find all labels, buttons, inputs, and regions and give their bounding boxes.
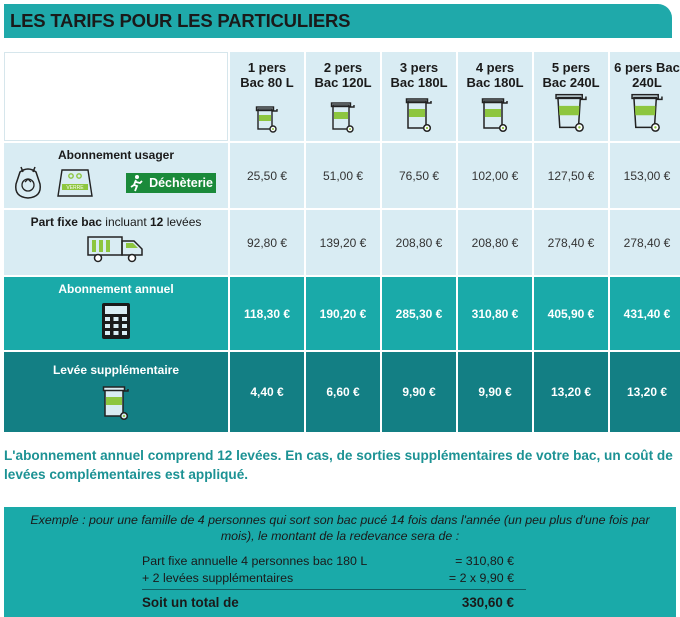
price-cell: 9,90 €	[382, 352, 456, 432]
example-line-label: Part fixe annuelle 4 personnes bac 180 L	[142, 554, 368, 568]
price-cell: 92,80 €	[230, 210, 304, 275]
column-header-line1: 2 pers	[323, 60, 363, 75]
pricing-table: 1 pers Bac 80 L 2 pers Bac 120L 3 pers B…	[4, 52, 680, 432]
price-cell: 25,50 €	[230, 143, 304, 208]
price-cell: 139,20 €	[306, 210, 380, 275]
column-header-line2: Bac 180L	[390, 75, 448, 90]
glass-container-icon: VERRE	[57, 169, 93, 197]
bin-icon	[405, 98, 432, 133]
column-header-line2: Bac 240L	[542, 75, 600, 90]
bin-icon	[481, 98, 508, 133]
example-intro: Exemple : pour une famille de 4 personne…	[30, 513, 650, 543]
bin-icon	[555, 93, 587, 132]
bin-icon	[255, 106, 278, 133]
page-title: LES TARIFS POUR LES PARTICULIERS	[4, 4, 672, 38]
price-cell: 278,40 €	[610, 210, 680, 275]
example-total-label: Soit un total de	[142, 595, 239, 610]
column-header-line1: 3 pers	[399, 60, 439, 75]
example-total-value: 330,60 €	[461, 595, 514, 610]
garbage-truck-icon	[87, 236, 143, 263]
price-cell: 13,20 €	[534, 352, 608, 432]
example-line-value: = 310,80 €	[455, 554, 514, 568]
price-cell: 6,60 €	[306, 352, 380, 432]
price-cell: 102,00 €	[458, 143, 532, 208]
column-header: 6 pers Bac 240L	[610, 52, 680, 141]
price-cell: 285,30 €	[382, 277, 456, 350]
price-cell: 153,00 €	[610, 143, 680, 208]
column-header-line1: 1 pers	[247, 60, 287, 75]
price-cell: 208,80 €	[458, 210, 532, 275]
column-header: 3 pers Bac 180L	[382, 52, 456, 141]
price-cell: 118,30 €	[230, 277, 304, 350]
column-header-line2: Bac 80 L	[240, 75, 294, 90]
price-cell: 208,80 €	[382, 210, 456, 275]
example-divider	[142, 589, 526, 590]
row-label-abonnement-annuel: Abonnement annuel	[4, 277, 228, 350]
price-cell: 13,20 €	[610, 352, 680, 432]
column-header-line1: 6 pers Bac	[614, 60, 680, 75]
svg-text:VERRE: VERRE	[66, 185, 84, 191]
row-label-part-fixe: Part fixe bac incluant 12 levées	[4, 210, 228, 275]
row-label-text: Abonnement usager	[57, 148, 174, 162]
price-cell: 51,00 €	[306, 143, 380, 208]
column-header-line2: Bac 120L	[314, 75, 372, 90]
row-label-text: Part fixe bac incluant 12 levées	[30, 215, 202, 229]
column-header-line2: Bac 180L	[466, 75, 524, 90]
price-cell: 76,50 €	[382, 143, 456, 208]
example-line: Part fixe annuelle 4 personnes bac 180 L…	[142, 554, 514, 568]
info-note: L'abonnement annuel comprend 12 levées. …	[4, 448, 673, 482]
decheterie-icon	[126, 173, 147, 193]
calculator-icon	[102, 303, 130, 339]
bin-icon	[102, 386, 129, 421]
recycle-bag-icon	[15, 166, 41, 199]
price-cell: 4,40 €	[230, 352, 304, 432]
column-header-line2: 240L	[632, 75, 662, 90]
example-line-label: + 2 levées supplémentaires	[142, 571, 294, 585]
row-label-text: Levée supplémentaire	[52, 363, 180, 377]
example-box: Exemple : pour une famille de 4 personne…	[4, 507, 676, 617]
table-corner	[4, 52, 228, 141]
price-cell: 127,50 €	[534, 143, 608, 208]
row-label-abonnement-usager: Abonnement usager VERRE Déchèterie	[4, 143, 228, 208]
price-cell: 431,40 €	[610, 277, 680, 350]
price-cell: 9,90 €	[458, 352, 532, 432]
column-header: 1 pers Bac 80 L	[230, 52, 304, 141]
decheterie-label: Déchèterie	[146, 173, 216, 193]
price-cell: 310,80 €	[458, 277, 532, 350]
row-label-levee-supplementaire: Levée supplémentaire	[4, 352, 228, 432]
example-line-value: = 2 x 9,90 €	[448, 571, 514, 585]
column-header-line1: 4 pers	[475, 60, 515, 75]
row-label-text: Abonnement annuel	[58, 282, 174, 296]
column-header: 2 pers Bac 120L	[306, 52, 380, 141]
price-cell: 405,90 €	[534, 277, 608, 350]
column-header: 4 pers Bac 180L	[458, 52, 532, 141]
bin-icon	[330, 102, 355, 133]
example-line: + 2 levées supplémentaires = 2 x 9,90 €	[142, 571, 514, 585]
bin-icon	[631, 93, 663, 132]
price-cell: 278,40 €	[534, 210, 608, 275]
example-total: Soit un total de 330,60 €	[142, 595, 514, 610]
column-header-line1: 5 pers	[551, 60, 591, 75]
price-cell: 190,20 €	[306, 277, 380, 350]
column-header: 5 pers Bac 240L	[534, 52, 608, 141]
